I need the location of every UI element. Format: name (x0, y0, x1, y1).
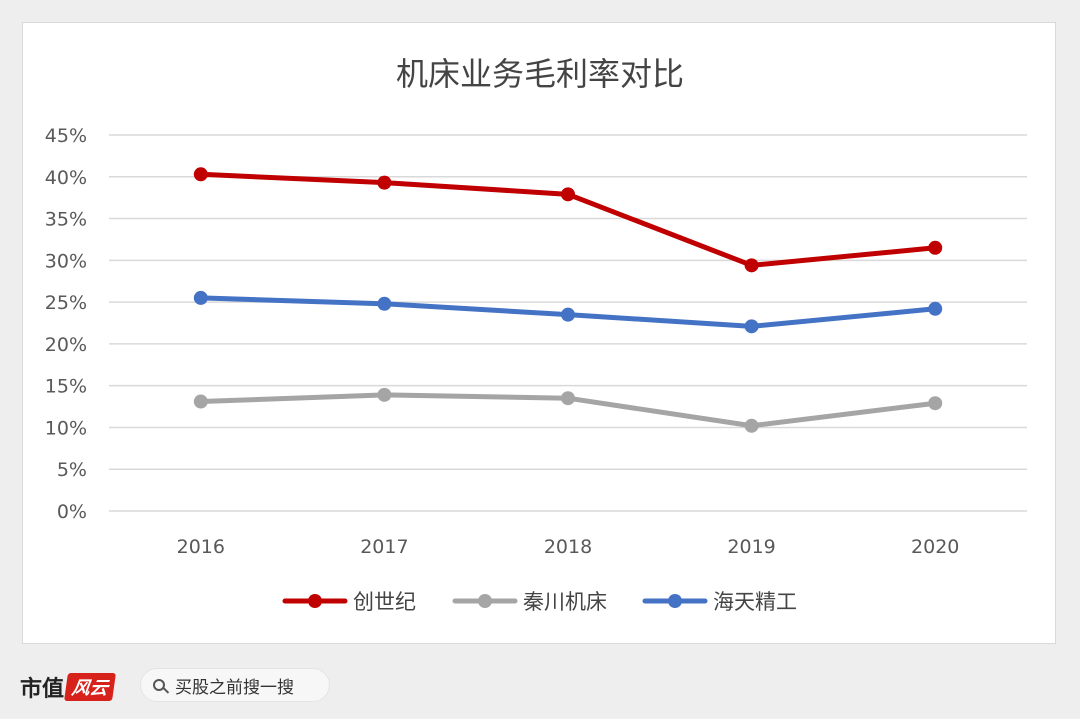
series-0 (193, 167, 943, 273)
x-tick-label: 2018 (544, 536, 592, 558)
legend-swatch-marker (668, 594, 682, 608)
search-input[interactable]: 买股之前搜一搜 (140, 668, 330, 702)
footer: 市值 风云 买股之前搜一搜 (0, 650, 1080, 719)
search-placeholder: 买股之前搜一搜 (175, 677, 294, 698)
data-point (928, 240, 943, 255)
data-point (928, 301, 943, 316)
legend[interactable]: 创世纪 秦川机床 海天精工 (282, 590, 797, 614)
legend-label: 海天精工 (713, 590, 797, 614)
x-tick-label: 2017 (360, 536, 408, 558)
y-tick-label: 40% (45, 167, 87, 189)
legend-item[interactable]: 创世纪 (282, 590, 416, 614)
brand-logo[interactable]: 市值 风云 (20, 670, 116, 704)
data-point (744, 319, 759, 334)
y-tick-label: 15% (45, 376, 87, 398)
data-point (377, 296, 392, 311)
series-2 (193, 290, 943, 334)
data-point (744, 418, 759, 433)
y-tick-label: 20% (45, 334, 87, 356)
y-tick-label: 30% (45, 250, 87, 272)
y-tick-label: 45% (45, 125, 87, 147)
y-tick-label: 0% (57, 501, 87, 523)
x-tick-label: 2019 (727, 536, 775, 558)
chart-svg: 机床业务毛利率对比 0% 5% 10% 15% 20% 25% 30% 35% 40% 45% 2… (45, 55, 1027, 614)
x-tick-label: 2016 (177, 536, 225, 558)
y-tick-label: 35% (45, 209, 87, 231)
legend-item[interactable]: 海天精工 (642, 590, 797, 614)
data-point (193, 167, 208, 182)
y-axis-ticks: 0% 5% 10% 15% 20% 25% 30% 35% 40% 45% (45, 125, 87, 523)
y-tick-label: 5% (57, 459, 87, 481)
data-point (928, 396, 943, 411)
data-point (561, 391, 575, 406)
data-point (561, 187, 575, 202)
x-tick-label: 2020 (911, 536, 959, 558)
data-point (744, 258, 759, 273)
chart-title: 机床业务毛利率对比 (396, 55, 684, 93)
search-icon (153, 679, 165, 691)
legend-label: 秦川机床 (523, 590, 607, 614)
series-lines (193, 167, 943, 433)
data-point (377, 175, 392, 190)
x-axis-ticks: 2016 2017 2018 2019 2020 (177, 536, 960, 558)
brand-logo-badge: 风云 (64, 673, 116, 701)
data-point (561, 307, 575, 322)
data-point (193, 290, 208, 305)
legend-swatch-marker (478, 594, 492, 608)
y-tick-label: 10% (45, 417, 87, 439)
data-point (193, 394, 208, 409)
legend-item[interactable]: 秦川机床 (452, 590, 607, 614)
chart-card: 机床业务毛利率对比 0% 5% 10% 15% 20% 25% 30% 35% 40% 45% 2… (22, 22, 1056, 644)
series-1 (193, 387, 943, 433)
data-point (377, 387, 392, 402)
brand-name: 市值 (20, 677, 65, 702)
legend-swatch-marker (308, 594, 322, 608)
legend-label: 创世纪 (353, 590, 416, 614)
y-tick-label: 25% (45, 292, 87, 314)
